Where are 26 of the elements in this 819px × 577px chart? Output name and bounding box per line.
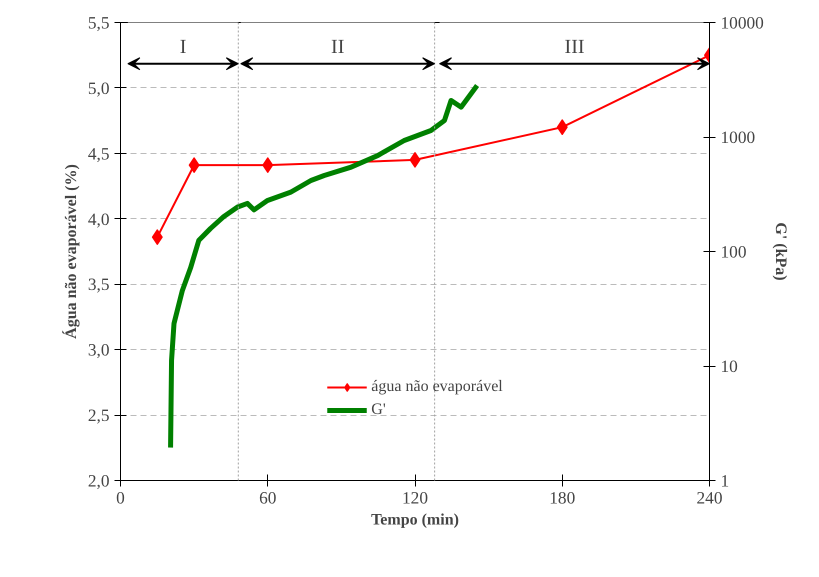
x-tick-label: 60 <box>259 488 276 508</box>
x-axis-title: Tempo (min) <box>371 512 459 528</box>
x-tick-label: 180 <box>549 488 576 508</box>
y2-axis-title: G' (kPa) <box>772 222 789 281</box>
y-tick-label: 3,5 <box>88 275 110 294</box>
y2-tick-label: 10000 <box>720 14 764 32</box>
legend-label: água não evaporável <box>371 378 503 396</box>
y-tick-label: 4,5 <box>88 144 110 164</box>
y2-tick-label: 100 <box>720 242 746 262</box>
x-tick-label: 0 <box>116 488 125 508</box>
y-tick-label: 5,0 <box>88 78 110 98</box>
y-tick-label: 4,0 <box>88 210 110 229</box>
x-tick-label: 120 <box>402 488 428 508</box>
y-tick-label: 3,0 <box>88 340 110 360</box>
y-axis-title: Água não evaporável (%) <box>62 164 80 339</box>
y2-tick-label: 10 <box>720 357 738 376</box>
band-label: I <box>180 36 186 58</box>
x-tick-label: 240 <box>696 488 723 508</box>
y-tick-label: 2,0 <box>88 472 110 490</box>
y2-tick-label: 1 <box>720 472 730 490</box>
legend-label: G' <box>371 401 387 419</box>
band-label: III <box>564 36 585 58</box>
y2-tick-label: 1000 <box>720 128 756 147</box>
y-tick-label: 5,5 <box>88 14 110 32</box>
band-label: II <box>331 36 344 58</box>
y-tick-label: 2,5 <box>88 406 110 426</box>
